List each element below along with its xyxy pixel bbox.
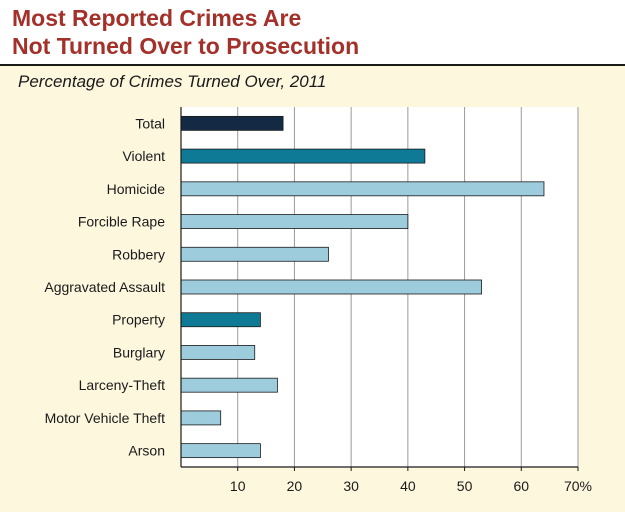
category-label: Burglary [113,344,165,360]
bar-total [180,115,284,131]
category-label: Robbery [112,246,165,262]
bar-motor-vehicle-theft [180,410,222,426]
title-divider [0,64,625,66]
chart-subtitle: Percentage of Crimes Turned Over, 2011 [18,72,327,91]
category-label: Property [112,312,165,328]
bar-arson [180,443,261,459]
category-label: Homicide [107,181,166,197]
category-label: Forcible Rape [78,214,165,230]
bar-chart: Total Violent Homicide Forcible Rape Robbery… [44,107,592,494]
x-tick-label: 70% [564,478,592,494]
bar-forcible-rape [180,214,409,229]
x-tick-label: 20 [287,478,303,494]
chart-title-line-2: Not Turned Over to Prosecution [12,33,360,59]
bar-robbery [180,246,329,262]
category-label: Larceny-Theft [79,377,165,393]
x-tick-label: 30 [343,478,359,494]
bar-homicide [180,181,545,197]
bar-larceny-theft [180,377,278,393]
category-label: Aggravated Assault [44,279,165,295]
category-label: Arson [128,443,165,459]
bar-property [180,312,261,328]
category-label: Total [135,115,165,131]
x-tick-label: 10 [230,478,246,494]
x-tick-label: 50 [457,478,473,494]
bar-aggravated-assault [180,279,482,295]
bar-burglary [180,345,256,360]
x-tick-label: 60 [513,478,529,494]
chart-title-line-1: Most Reported Crimes Are [12,5,302,31]
category-label: Violent [122,148,165,164]
title-block: Most Reported Crimes Are Not Turned Over… [0,0,625,64]
x-tick-label: 40 [400,478,416,494]
category-label: Motor Vehicle Theft [45,410,165,426]
bar-violent [180,148,426,164]
chart-panel: Percentage of Crimes Turned Over, 2011 T… [0,66,625,512]
